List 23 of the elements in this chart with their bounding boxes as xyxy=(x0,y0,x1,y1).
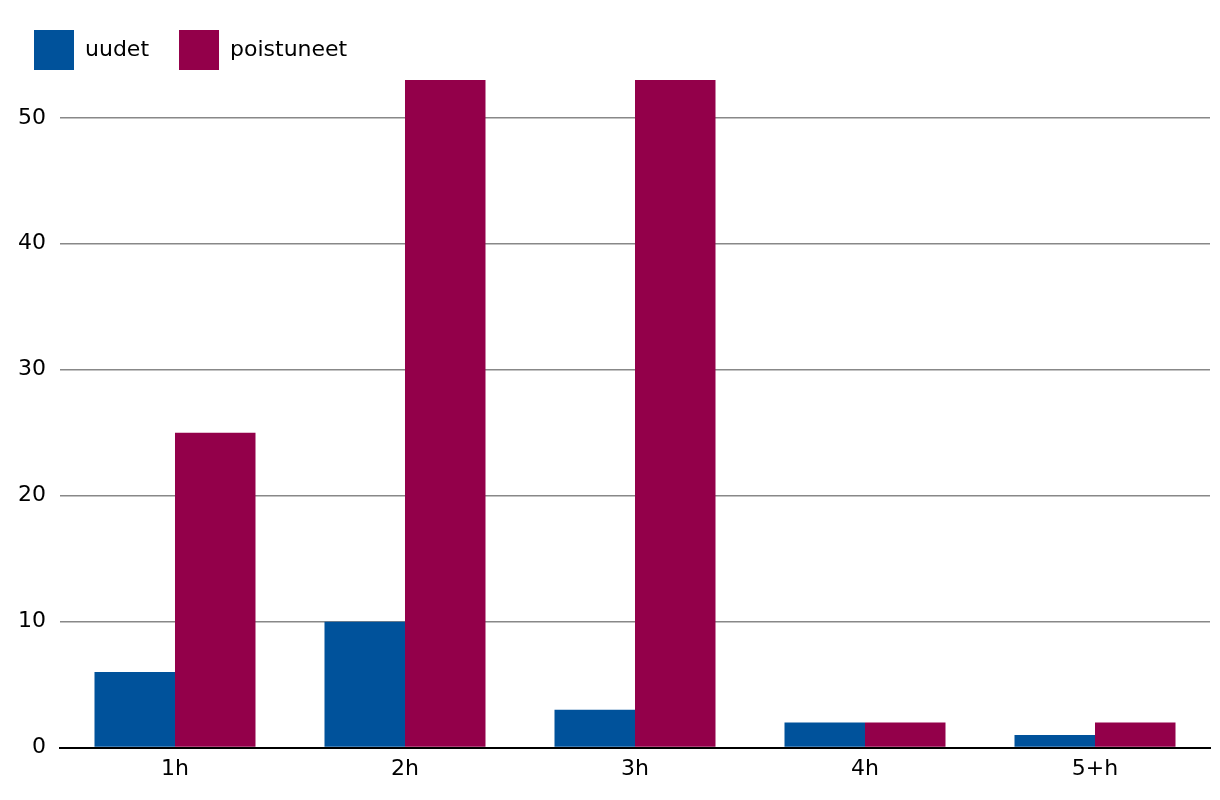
x-tick-label: 2h xyxy=(391,754,419,780)
x-tick-label: 4h xyxy=(851,754,879,780)
x-tick-label: 5+h xyxy=(1071,754,1119,780)
y-tick-label: 30 xyxy=(17,355,46,381)
y-tick-label: 40 xyxy=(17,229,46,255)
bar xyxy=(405,80,486,747)
bar xyxy=(554,709,635,747)
bar xyxy=(324,621,405,747)
bar xyxy=(1095,722,1176,747)
bar xyxy=(1014,735,1095,747)
bar xyxy=(784,722,865,747)
y-tick-label: 50 xyxy=(17,103,46,129)
y-tick-label: 20 xyxy=(17,481,46,507)
bar xyxy=(175,432,256,747)
legend-label: poistuneet xyxy=(230,35,348,61)
x-tick-label: 1h xyxy=(161,754,189,780)
y-tick-label: 10 xyxy=(17,607,46,633)
bar xyxy=(635,80,716,747)
x-tick-label: 3h xyxy=(621,754,649,780)
bar xyxy=(865,722,946,747)
bar xyxy=(94,672,175,747)
legend-label: uudet xyxy=(85,35,150,61)
y-tick-label: 0 xyxy=(31,733,46,759)
